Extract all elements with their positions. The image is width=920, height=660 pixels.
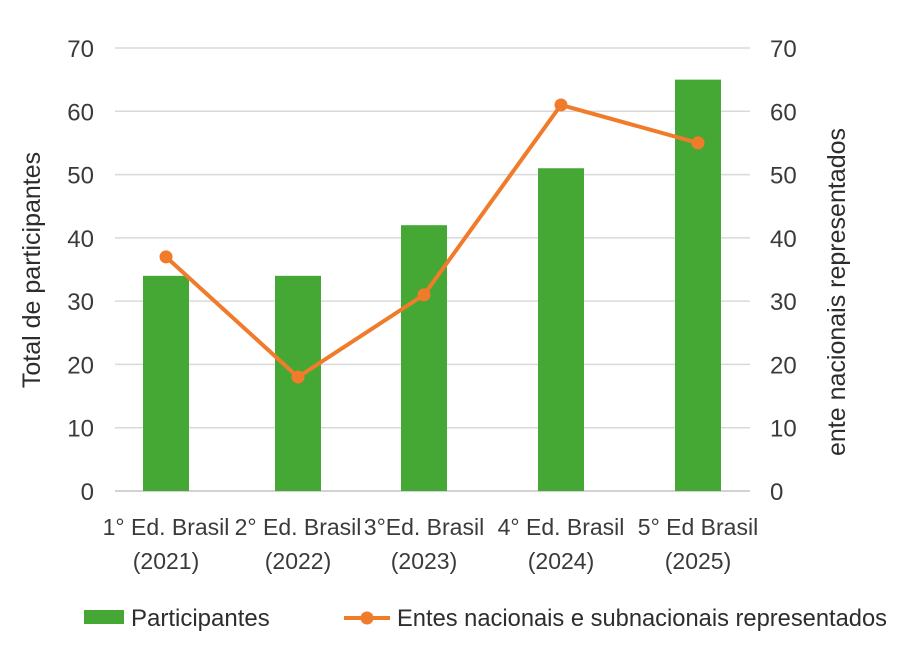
line-point bbox=[554, 98, 568, 112]
bar bbox=[401, 225, 447, 491]
legend: Participantes Entes nacionais e subnacio… bbox=[84, 605, 887, 632]
right-axis-ticks: 0 10 20 30 40 50 60 70 bbox=[770, 36, 797, 506]
right-axis-title: ente nacionais representados bbox=[823, 128, 851, 456]
bar bbox=[538, 168, 584, 491]
legend-bar-swatch bbox=[84, 610, 124, 624]
category-label: (2022) bbox=[265, 548, 331, 574]
category-label: 3°Ed. Brasil bbox=[364, 514, 484, 540]
right-tick-label: 10 bbox=[770, 416, 797, 443]
legend-line-label: Entes nacionais e subnacionais represent… bbox=[397, 605, 887, 632]
right-tick-label: 40 bbox=[770, 226, 797, 253]
category-label: 1° Ed. Brasil bbox=[103, 514, 230, 540]
category-label: (2023) bbox=[391, 548, 457, 574]
line-point bbox=[691, 136, 705, 150]
right-tick-label: 20 bbox=[770, 352, 797, 379]
line-point bbox=[159, 250, 173, 264]
right-tick-label: 70 bbox=[770, 36, 797, 63]
category-label: (2024) bbox=[528, 548, 594, 574]
legend-bar-label: Participantes bbox=[131, 605, 270, 632]
category-labels: 1° Ed. Brasil (2021) 2° Ed. Brasil (2022) 3°… bbox=[103, 514, 759, 574]
left-tick-label: 30 bbox=[67, 289, 94, 316]
bar bbox=[143, 275, 189, 491]
left-tick-label: 20 bbox=[67, 352, 94, 379]
line-series bbox=[159, 98, 705, 384]
right-tick-label: 0 bbox=[770, 479, 783, 506]
right-tick-label: 60 bbox=[770, 99, 797, 126]
left-axis-ticks: 0 10 20 30 40 50 60 70 bbox=[67, 36, 94, 506]
right-tick-label: 30 bbox=[770, 289, 797, 316]
left-tick-label: 0 bbox=[81, 479, 94, 506]
category-label: 4° Ed. Brasil bbox=[498, 514, 625, 540]
right-tick-label: 50 bbox=[770, 163, 797, 190]
left-axis-title: Total de participantes bbox=[18, 152, 46, 388]
line-point bbox=[417, 288, 431, 302]
left-tick-label: 60 bbox=[67, 99, 94, 126]
category-label: 2° Ed. Brasil bbox=[235, 514, 362, 540]
legend-line-marker bbox=[360, 611, 374, 625]
category-label: (2025) bbox=[665, 548, 731, 574]
left-tick-label: 40 bbox=[67, 226, 94, 253]
category-label: 5° Ed Brasil bbox=[638, 514, 758, 540]
left-tick-label: 50 bbox=[67, 163, 94, 190]
line-point bbox=[291, 370, 305, 384]
left-tick-label: 70 bbox=[67, 36, 94, 63]
category-label: (2021) bbox=[133, 548, 199, 574]
left-tick-label: 10 bbox=[67, 416, 94, 443]
